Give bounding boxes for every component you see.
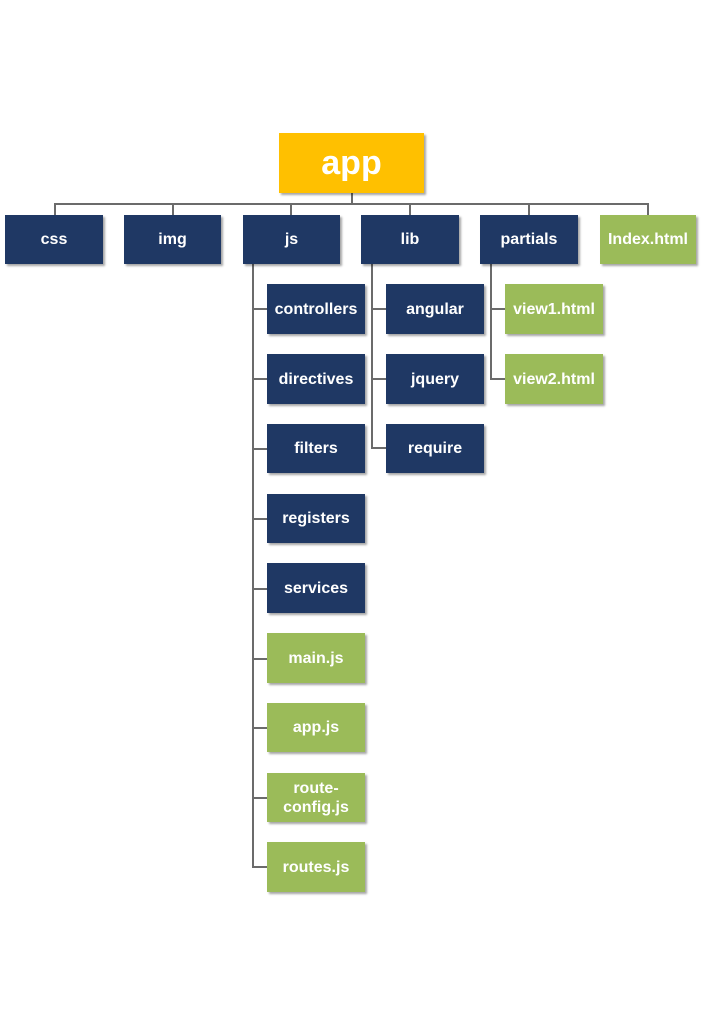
- connector: [172, 203, 174, 215]
- connector: [528, 203, 530, 215]
- folder-controllers: controllers: [267, 284, 365, 334]
- file-view1-html: view1.html: [505, 284, 603, 334]
- folder-services: services: [267, 563, 365, 613]
- connector: [252, 727, 267, 729]
- folder-js: js: [243, 215, 340, 264]
- file-app-js: app.js: [267, 703, 365, 752]
- file-index-html: Index.html: [600, 215, 696, 264]
- folder-jquery: jquery: [386, 354, 484, 404]
- connector: [252, 264, 254, 868]
- connector: [371, 447, 386, 449]
- folder-lib: lib: [361, 215, 459, 264]
- connector: [490, 378, 505, 380]
- folder-directives: directives: [267, 354, 365, 404]
- folder-require: require: [386, 424, 484, 473]
- connector: [252, 308, 267, 310]
- connector: [252, 448, 267, 450]
- connector: [351, 193, 353, 204]
- connector: [252, 378, 267, 380]
- root-node-app: app: [279, 133, 424, 193]
- folder-registers: registers: [267, 494, 365, 543]
- folder-filters: filters: [267, 424, 365, 473]
- file-routes-js: routes.js: [267, 842, 365, 892]
- folder-partials: partials: [480, 215, 578, 264]
- connector: [252, 588, 267, 590]
- connector: [647, 203, 649, 215]
- connector: [290, 203, 292, 215]
- folder-img: img: [124, 215, 221, 264]
- file-route-config-js: route- config.js: [267, 773, 365, 822]
- connector: [252, 866, 267, 868]
- folder-angular: angular: [386, 284, 484, 334]
- file-main-js: main.js: [267, 633, 365, 683]
- file-view2-html: view2.html: [505, 354, 603, 404]
- connector: [371, 378, 386, 380]
- connector: [54, 203, 648, 205]
- connector: [54, 203, 56, 215]
- connector: [252, 797, 267, 799]
- connector: [371, 308, 386, 310]
- connector: [490, 264, 492, 380]
- folder-css: css: [5, 215, 103, 264]
- connector: [252, 518, 267, 520]
- connector: [371, 264, 373, 449]
- connector: [409, 203, 411, 215]
- connector: [490, 308, 505, 310]
- connector: [252, 658, 267, 660]
